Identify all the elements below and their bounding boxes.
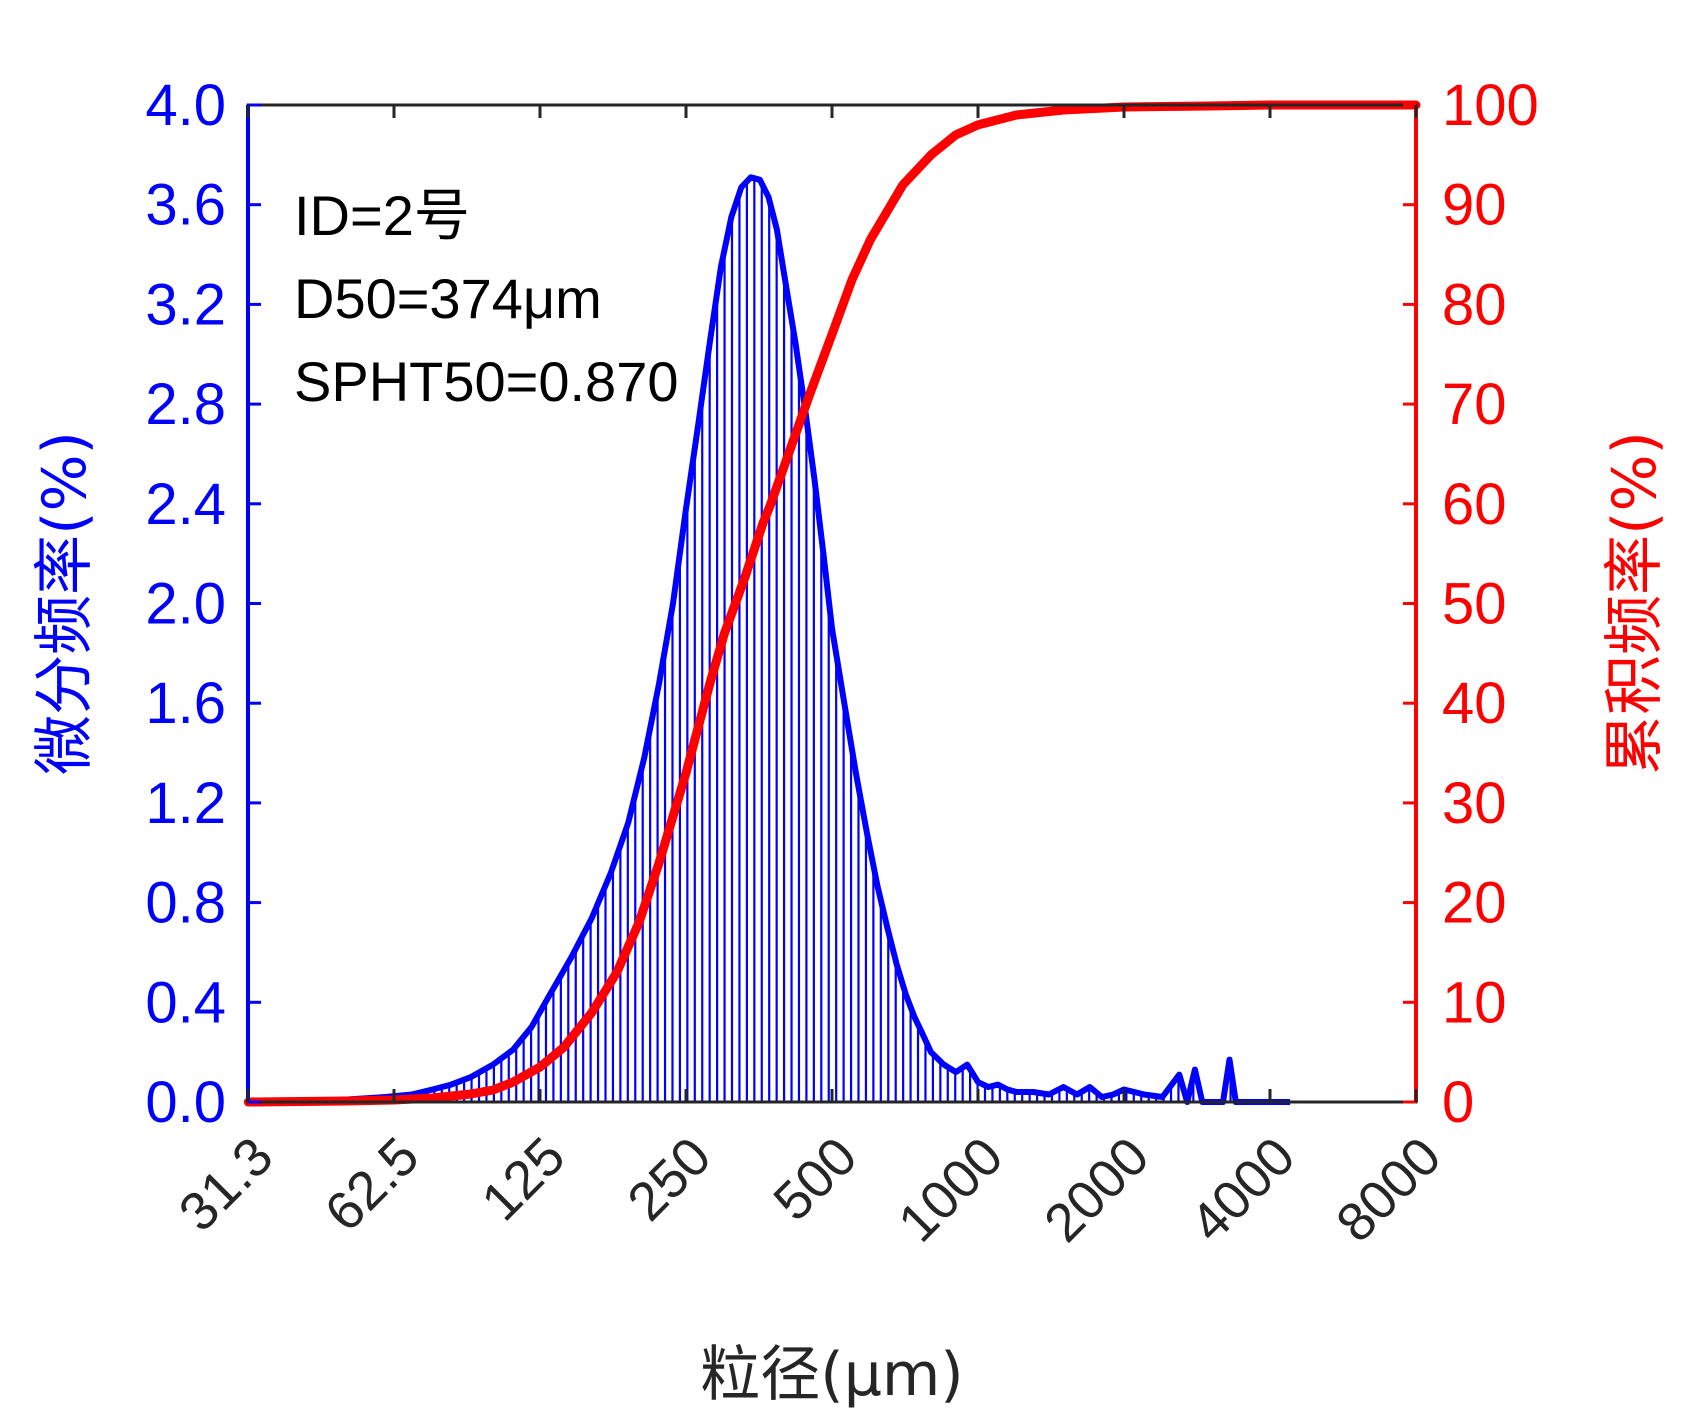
y1-tick-label: 0.0 (145, 1070, 226, 1135)
annotation-d50: D50=374μm (294, 267, 602, 330)
y1-tick-label: 2.8 (145, 372, 226, 437)
y2-tick-label: 90 (1442, 173, 1507, 238)
annotation-spht50: SPHT50=0.870 (294, 350, 678, 413)
y1-tick-label: 0.8 (145, 871, 226, 936)
y1-tick-label: 0.4 (145, 970, 226, 1035)
axis-ticks: 0.0 0.4 0.8 1.2 1.6 2.0 2.4 2.8 3.2 3.6 4.0 0 10 20 30… (145, 73, 1538, 1253)
y2-tick-label: 0 (1442, 1070, 1474, 1135)
y2-axis-label: 累积频率(%) (1600, 431, 1670, 775)
y2-tick-label: 50 (1442, 572, 1507, 637)
y2-tick-label: 10 (1442, 970, 1507, 1035)
y1-tick-label: 1.2 (145, 771, 226, 836)
y2-tick-label: 30 (1442, 771, 1507, 836)
y1-tick-label: 3.2 (145, 272, 226, 337)
x-tick-label: 125 (470, 1126, 576, 1232)
y2-tick-label: 60 (1442, 472, 1507, 537)
x-tick-label: 1000 (887, 1126, 1014, 1253)
y1-tick-label: 2.0 (145, 572, 226, 637)
y2-tick-label: 40 (1442, 671, 1507, 736)
y2-tick-label: 70 (1442, 372, 1507, 437)
y2-tick-label: 80 (1442, 272, 1507, 337)
annotation-id: ID=2号 (294, 184, 470, 247)
y1-tick-label: 3.6 (145, 173, 226, 238)
x-tick-label: 4000 (1179, 1126, 1306, 1253)
y2-tick-label: 20 (1442, 871, 1507, 936)
y1-tick-label: 4.0 (145, 73, 226, 138)
x-tick-label: 2000 (1033, 1126, 1160, 1253)
x-tick-label: 8000 (1325, 1126, 1452, 1253)
y1-tick-label: 1.6 (145, 671, 226, 736)
differential-outline (248, 174, 1291, 1105)
x-axis-label: 粒径(μm) (700, 1340, 963, 1410)
cumulative-line (243, 100, 1421, 1107)
x-tick-label: 62.5 (314, 1126, 431, 1243)
x-tick-label: 31.3 (168, 1126, 285, 1243)
x-tick-label: 500 (762, 1126, 868, 1232)
y2-tick-label: 100 (1442, 73, 1539, 138)
differential-bars (329, 178, 1232, 1102)
x-tick-label: 250 (616, 1126, 722, 1232)
y1-tick-label: 2.4 (145, 472, 226, 537)
y1-axis-label: 微分频率(%) (30, 431, 100, 775)
